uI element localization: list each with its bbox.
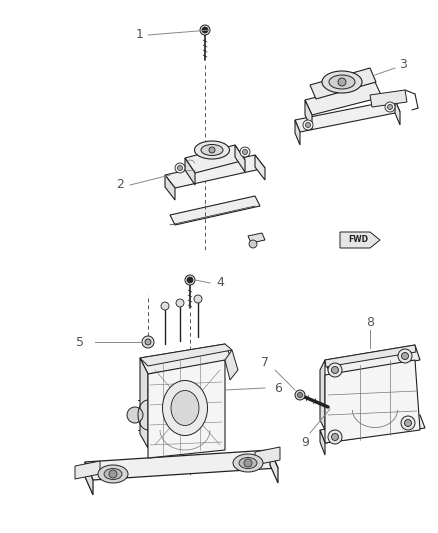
Ellipse shape: [329, 75, 355, 89]
Text: 2: 2: [116, 179, 124, 191]
Circle shape: [398, 349, 412, 363]
Polygon shape: [255, 155, 265, 180]
Polygon shape: [225, 350, 238, 380]
Polygon shape: [140, 344, 232, 366]
Polygon shape: [170, 196, 260, 225]
Ellipse shape: [162, 381, 208, 435]
Polygon shape: [320, 360, 325, 430]
Polygon shape: [255, 447, 280, 465]
Circle shape: [338, 78, 346, 86]
Circle shape: [328, 363, 342, 377]
Polygon shape: [295, 120, 300, 145]
Text: 7: 7: [261, 356, 269, 368]
Polygon shape: [325, 360, 420, 443]
Polygon shape: [148, 360, 225, 458]
Text: 6: 6: [274, 382, 282, 394]
Polygon shape: [340, 232, 380, 248]
Text: 3: 3: [399, 59, 407, 71]
Circle shape: [332, 367, 339, 374]
Ellipse shape: [104, 469, 122, 480]
Circle shape: [402, 352, 409, 359]
Circle shape: [305, 123, 311, 127]
Circle shape: [127, 407, 143, 423]
Polygon shape: [140, 358, 148, 448]
Polygon shape: [270, 450, 278, 483]
Text: FWD: FWD: [348, 236, 368, 245]
Polygon shape: [185, 145, 245, 173]
Text: 5: 5: [76, 335, 84, 349]
Polygon shape: [295, 100, 400, 132]
Circle shape: [175, 163, 185, 173]
Ellipse shape: [194, 141, 230, 159]
Ellipse shape: [171, 391, 199, 425]
Circle shape: [194, 295, 202, 303]
Polygon shape: [85, 462, 93, 495]
Polygon shape: [185, 158, 195, 185]
Ellipse shape: [233, 454, 263, 472]
Polygon shape: [370, 90, 407, 107]
Circle shape: [244, 459, 252, 467]
Polygon shape: [305, 100, 312, 130]
Polygon shape: [325, 345, 416, 367]
Circle shape: [295, 390, 305, 400]
Circle shape: [200, 25, 210, 35]
Circle shape: [109, 470, 117, 478]
Circle shape: [202, 27, 208, 33]
Circle shape: [142, 336, 154, 348]
Polygon shape: [165, 175, 175, 200]
Polygon shape: [395, 100, 400, 125]
Circle shape: [145, 339, 151, 345]
Circle shape: [332, 433, 339, 440]
Circle shape: [209, 147, 215, 153]
Ellipse shape: [98, 465, 128, 483]
Circle shape: [161, 302, 169, 310]
Circle shape: [297, 392, 303, 398]
Ellipse shape: [201, 144, 223, 156]
Polygon shape: [75, 461, 100, 479]
Text: 1: 1: [136, 28, 144, 42]
Text: 8: 8: [366, 316, 374, 328]
Polygon shape: [325, 345, 420, 375]
Polygon shape: [248, 233, 265, 243]
Polygon shape: [85, 450, 278, 480]
Circle shape: [388, 104, 392, 109]
Polygon shape: [320, 430, 325, 455]
Circle shape: [249, 240, 257, 248]
Circle shape: [187, 277, 193, 283]
Polygon shape: [140, 344, 232, 374]
Polygon shape: [310, 68, 376, 99]
Circle shape: [243, 149, 247, 155]
Polygon shape: [320, 415, 425, 443]
Circle shape: [185, 275, 195, 285]
Polygon shape: [165, 155, 265, 188]
Ellipse shape: [322, 71, 362, 93]
Ellipse shape: [239, 457, 257, 469]
Circle shape: [405, 419, 411, 426]
Circle shape: [303, 120, 313, 130]
Circle shape: [385, 102, 395, 112]
Circle shape: [401, 416, 415, 430]
Polygon shape: [305, 82, 382, 115]
Circle shape: [240, 147, 250, 157]
Circle shape: [176, 299, 184, 307]
Text: 4: 4: [216, 277, 224, 289]
Circle shape: [328, 430, 342, 444]
Text: 9: 9: [301, 435, 309, 448]
Circle shape: [177, 166, 183, 171]
Polygon shape: [235, 145, 245, 172]
